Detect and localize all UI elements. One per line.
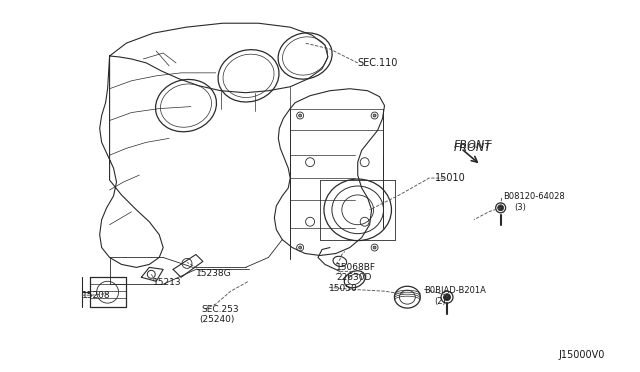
Ellipse shape (444, 294, 451, 301)
Text: 15010: 15010 (435, 173, 466, 183)
Text: J15000V0: J15000V0 (558, 350, 605, 360)
Ellipse shape (299, 246, 301, 249)
Ellipse shape (373, 114, 376, 117)
Ellipse shape (299, 114, 301, 117)
Text: 15213: 15213 (153, 278, 182, 287)
Ellipse shape (373, 246, 376, 249)
Text: FRONT: FRONT (454, 140, 492, 150)
Text: B08120-64028: B08120-64028 (504, 192, 565, 201)
Text: 22630D: 22630D (336, 273, 371, 282)
Text: (3): (3) (515, 203, 527, 212)
Text: SEC.253: SEC.253 (201, 305, 239, 314)
Text: 15238G: 15238G (196, 269, 232, 278)
Text: (25240): (25240) (199, 315, 234, 324)
Text: B0BIAD-B201A: B0BIAD-B201A (424, 286, 486, 295)
Text: SEC.110: SEC.110 (358, 58, 398, 68)
Text: 15208: 15208 (82, 291, 111, 300)
Text: 15050: 15050 (329, 284, 358, 293)
Ellipse shape (498, 205, 504, 211)
Text: (2): (2) (434, 296, 446, 306)
Text: 15068BF: 15068BF (336, 263, 376, 272)
Text: FRONT: FRONT (454, 143, 492, 153)
